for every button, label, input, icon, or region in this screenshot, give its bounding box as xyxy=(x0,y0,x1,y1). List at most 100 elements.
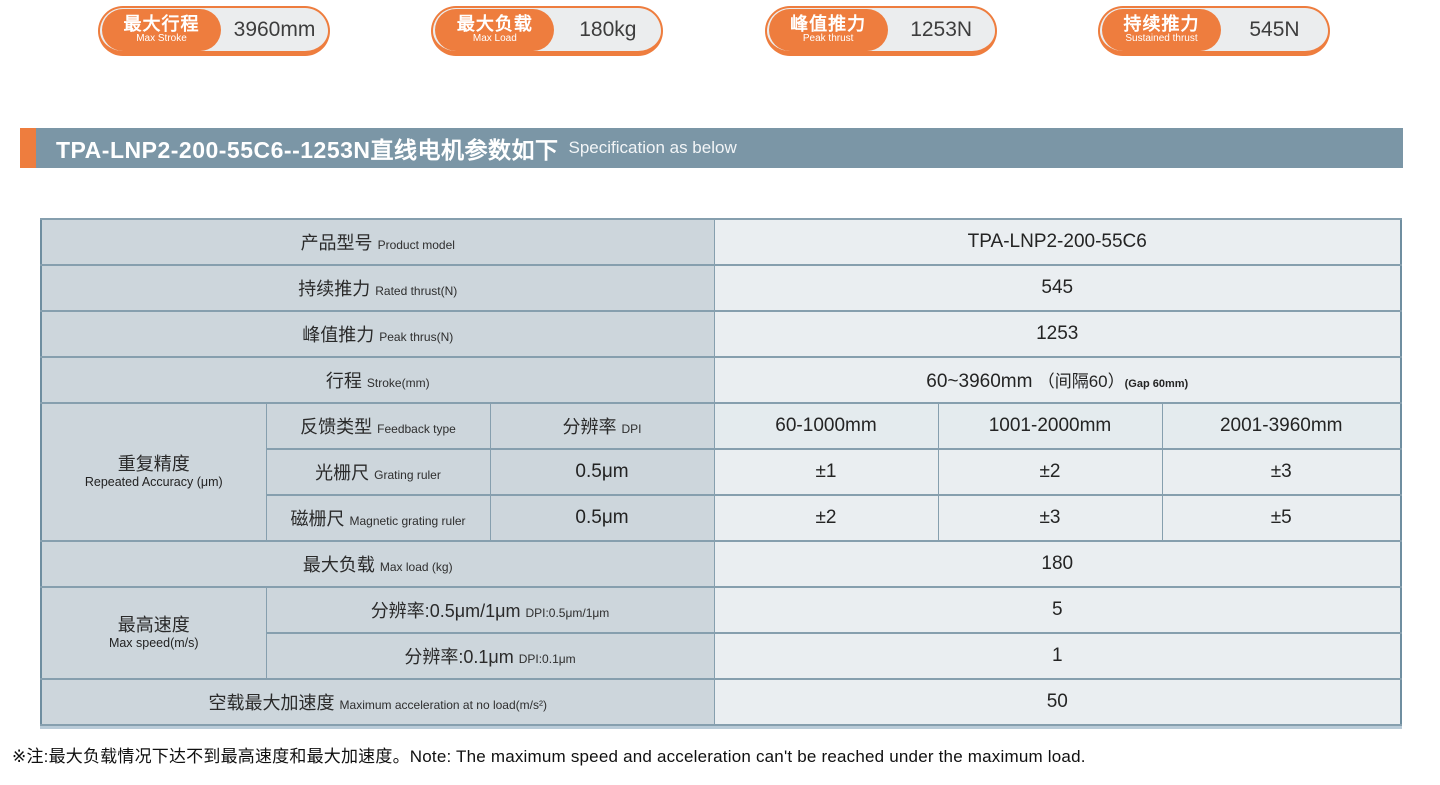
badge-max-load-value: 180kg xyxy=(579,17,637,41)
speed-dpi-05-label-en: DPI:0.5μm/1μm xyxy=(525,606,610,620)
spec-table: 产品型号 Product model TPA-LNP2-200-55C6 持续推力… xyxy=(40,218,1403,726)
stroke-value-gap-zh: （间隔60） xyxy=(1037,372,1125,391)
stroke-value: 60~3960mm （间隔60）(Gap 60mm) xyxy=(713,356,1402,404)
grating-accuracy-range2: ±2 xyxy=(937,448,1163,496)
max-load-label-zh: 最大负载 xyxy=(302,555,375,575)
dpi-header-zh: 分辨率 xyxy=(562,417,617,437)
peak-thrust-label: 峰值推力 Peak thrus(N) xyxy=(40,310,715,358)
section-subtitle: Specification as below xyxy=(568,138,737,157)
kpi-badges: 最大行程 Max Stroke 3960mm 最大负载 Max Load 180… xyxy=(0,0,1440,62)
badge-peak-thrust-value: 1253N xyxy=(910,17,973,41)
max-acceleration-value: 50 xyxy=(713,678,1402,726)
max-load-label: 最大负载 Max load (kg) xyxy=(40,540,715,588)
dpi-header-en: DPI xyxy=(621,422,642,436)
badge-sustained-thrust: 持续推力 Sustained thrust 545N xyxy=(1097,6,1330,56)
badge-max-load-label-en: Max Load xyxy=(472,32,517,44)
repeated-accuracy-label-zh: 重复精度 xyxy=(117,453,190,474)
badge-sustained-thrust-label-en: Sustained thrust xyxy=(1125,32,1198,44)
badge-sustained-thrust-label-zh: 持续推力 xyxy=(1123,13,1200,34)
feedback-type-header-zh: 反馈类型 xyxy=(300,417,373,437)
magnetic-ruler-label: 磁栅尺 Magnetic grating ruler xyxy=(265,494,491,542)
product-model-value: TPA-LNP2-200-55C6 xyxy=(713,218,1402,266)
magnetic-ruler-label-zh: 磁栅尺 xyxy=(290,509,345,529)
badge-max-load-label-zh: 最大负载 xyxy=(456,13,533,34)
grating-ruler-label-en: Grating ruler xyxy=(374,468,441,482)
row-accuracy-header: 重复精度 Repeated Accuracy (μm) 反馈类型 Feedback… xyxy=(40,402,1402,542)
speed-dpi-05-value: 5 xyxy=(713,586,1402,634)
grating-ruler-label: 光栅尺 Grating ruler xyxy=(265,448,491,496)
speed-dpi-01-label-zh: 分辨率:0.1μm xyxy=(404,647,514,667)
magnetic-accuracy-range1: ±2 xyxy=(713,494,939,542)
magnetic-ruler-dpi: 0.5μm xyxy=(489,494,715,542)
badge-peak-thrust: 峰值推力 Peak thrust 1253N xyxy=(764,6,997,56)
badge-max-stroke-value: 3960mm xyxy=(233,17,316,41)
rated-thrust-label: 持续推力 Rated thrust(N) xyxy=(40,264,715,312)
stroke-label-en: Stroke(mm) xyxy=(366,376,430,390)
rated-thrust-value: 545 xyxy=(713,264,1402,312)
stroke-label-zh: 行程 xyxy=(325,371,362,391)
magnetic-accuracy-range3: ±5 xyxy=(1161,494,1402,542)
grating-ruler-dpi: 0.5μm xyxy=(489,448,715,496)
row-peak-thrust: 峰值推力 Peak thrus(N) 1253 xyxy=(40,310,1402,358)
product-model-label-zh: 产品型号 xyxy=(300,233,373,253)
peak-thrust-label-zh: 峰值推力 xyxy=(302,325,375,345)
speed-dpi-05-label: 分辨率:0.5μm/1μm DPI:0.5μm/1μm xyxy=(265,586,715,634)
row-stroke: 行程 Stroke(mm) 60~3960mm （间隔60）(Gap 60mm) xyxy=(40,356,1402,404)
row-max-load: 最大负载 Max load (kg) 180 xyxy=(40,540,1402,588)
badge-peak-thrust-label-en: Peak thrust xyxy=(802,32,854,44)
badge-max-load-pill: 最大负载 Max Load xyxy=(435,8,555,51)
footnote: ※注:最大负载情况下达不到最高速度和最大加速度。Note: The maximu… xyxy=(12,747,1086,766)
orange-accent-tab xyxy=(20,128,36,168)
badge-max-load: 最大负载 Max Load 180kg xyxy=(431,6,664,56)
peak-thrust-value: 1253 xyxy=(713,310,1402,358)
grating-accuracy-range3: ±3 xyxy=(1161,448,1402,496)
row-max-speed-1: 最高速度 Max speed(m/s) 分辨率:0.5μm/1μm DPI:0.5… xyxy=(40,586,1402,680)
badge-max-stroke-label-zh: 最大行程 xyxy=(123,13,200,34)
badge-sustained-thrust-value: 545N xyxy=(1249,17,1300,41)
feedback-type-header: 反馈类型 Feedback type xyxy=(265,402,491,450)
max-acceleration-label-en: Maximum acceleration at no load(m/s²) xyxy=(339,698,547,712)
section-title: TPA-LNP2-200-55C6--1253N直线电机参数如下 xyxy=(56,137,559,163)
max-acceleration-label: 空载最大加速度 Maximum acceleration at no load(m… xyxy=(40,678,715,726)
row-max-acceleration: 空载最大加速度 Maximum acceleration at no load(m… xyxy=(40,678,1402,726)
max-speed-label-en: Max speed(m/s) xyxy=(108,636,199,651)
max-speed-group-label: 最高速度 Max speed(m/s) xyxy=(40,586,267,680)
badge-peak-thrust-pill: 峰值推力 Peak thrust xyxy=(768,8,888,51)
rated-thrust-label-zh: 持续推力 xyxy=(298,279,371,299)
badge-max-stroke-pill: 最大行程 Max Stroke xyxy=(102,8,221,51)
dpi-header: 分辨率 DPI xyxy=(489,402,715,450)
max-load-value: 180 xyxy=(713,540,1402,588)
grating-accuracy-range1: ±1 xyxy=(713,448,939,496)
repeated-accuracy-label-en: Repeated Accuracy (μm) xyxy=(84,475,223,490)
speed-dpi-05-label-zh: 分辨率:0.5μm/1μm xyxy=(370,601,521,621)
product-model-label-en: Product model xyxy=(377,238,455,252)
row-magnetic-ruler: 磁栅尺 Magnetic grating ruler 0.5μm ±2 ±3 ±5 xyxy=(41,494,1402,542)
badge-max-stroke-label-en: Max Stroke xyxy=(136,32,187,44)
grating-ruler-label-zh: 光栅尺 xyxy=(315,463,370,483)
stroke-label: 行程 Stroke(mm) xyxy=(40,356,715,404)
badge-max-stroke: 最大行程 Max Stroke 3960mm xyxy=(98,6,330,56)
badge-peak-thrust-label-zh: 峰值推力 xyxy=(790,13,867,34)
rated-thrust-label-en: Rated thrust(N) xyxy=(375,284,458,298)
speed-dpi-01-value: 1 xyxy=(713,632,1402,680)
stroke-value-gap-en: (Gap 60mm) xyxy=(1124,378,1189,390)
range-header-3: 2001-3960mm xyxy=(1161,402,1402,450)
product-model-label: 产品型号 Product model xyxy=(40,218,715,266)
max-acceleration-label-zh: 空载最大加速度 xyxy=(208,693,335,713)
range-header-1: 60-1000mm xyxy=(713,402,939,450)
stroke-value-main: 60~3960mm xyxy=(926,371,1033,392)
badge-sustained-thrust-pill: 持续推力 Sustained thrust xyxy=(1101,8,1221,51)
range-header-2: 1001-2000mm xyxy=(937,402,1163,450)
peak-thrust-label-en: Peak thrus(N) xyxy=(379,330,454,344)
max-load-label-en: Max load (kg) xyxy=(379,560,453,574)
repeated-accuracy-group-label: 重复精度 Repeated Accuracy (μm) xyxy=(40,402,267,542)
magnetic-accuracy-range2: ±3 xyxy=(937,494,1163,542)
feedback-type-header-en: Feedback type xyxy=(377,422,456,436)
row-rated-thrust: 持续推力 Rated thrust(N) 545 xyxy=(40,264,1402,312)
magnetic-ruler-label-en: Magnetic grating ruler xyxy=(349,514,466,528)
speed-dpi-01-label: 分辨率:0.1μm DPI:0.1μm xyxy=(265,632,715,680)
max-speed-label-zh: 最高速度 xyxy=(117,614,190,635)
section-header-bar: TPA-LNP2-200-55C6--1253N直线电机参数如下 Specifi… xyxy=(20,128,1403,168)
row-grating-ruler: 光栅尺 Grating ruler 0.5μm ±1 ±2 ±3 xyxy=(41,448,1402,496)
row-product-model: 产品型号 Product model TPA-LNP2-200-55C6 xyxy=(40,218,1402,266)
